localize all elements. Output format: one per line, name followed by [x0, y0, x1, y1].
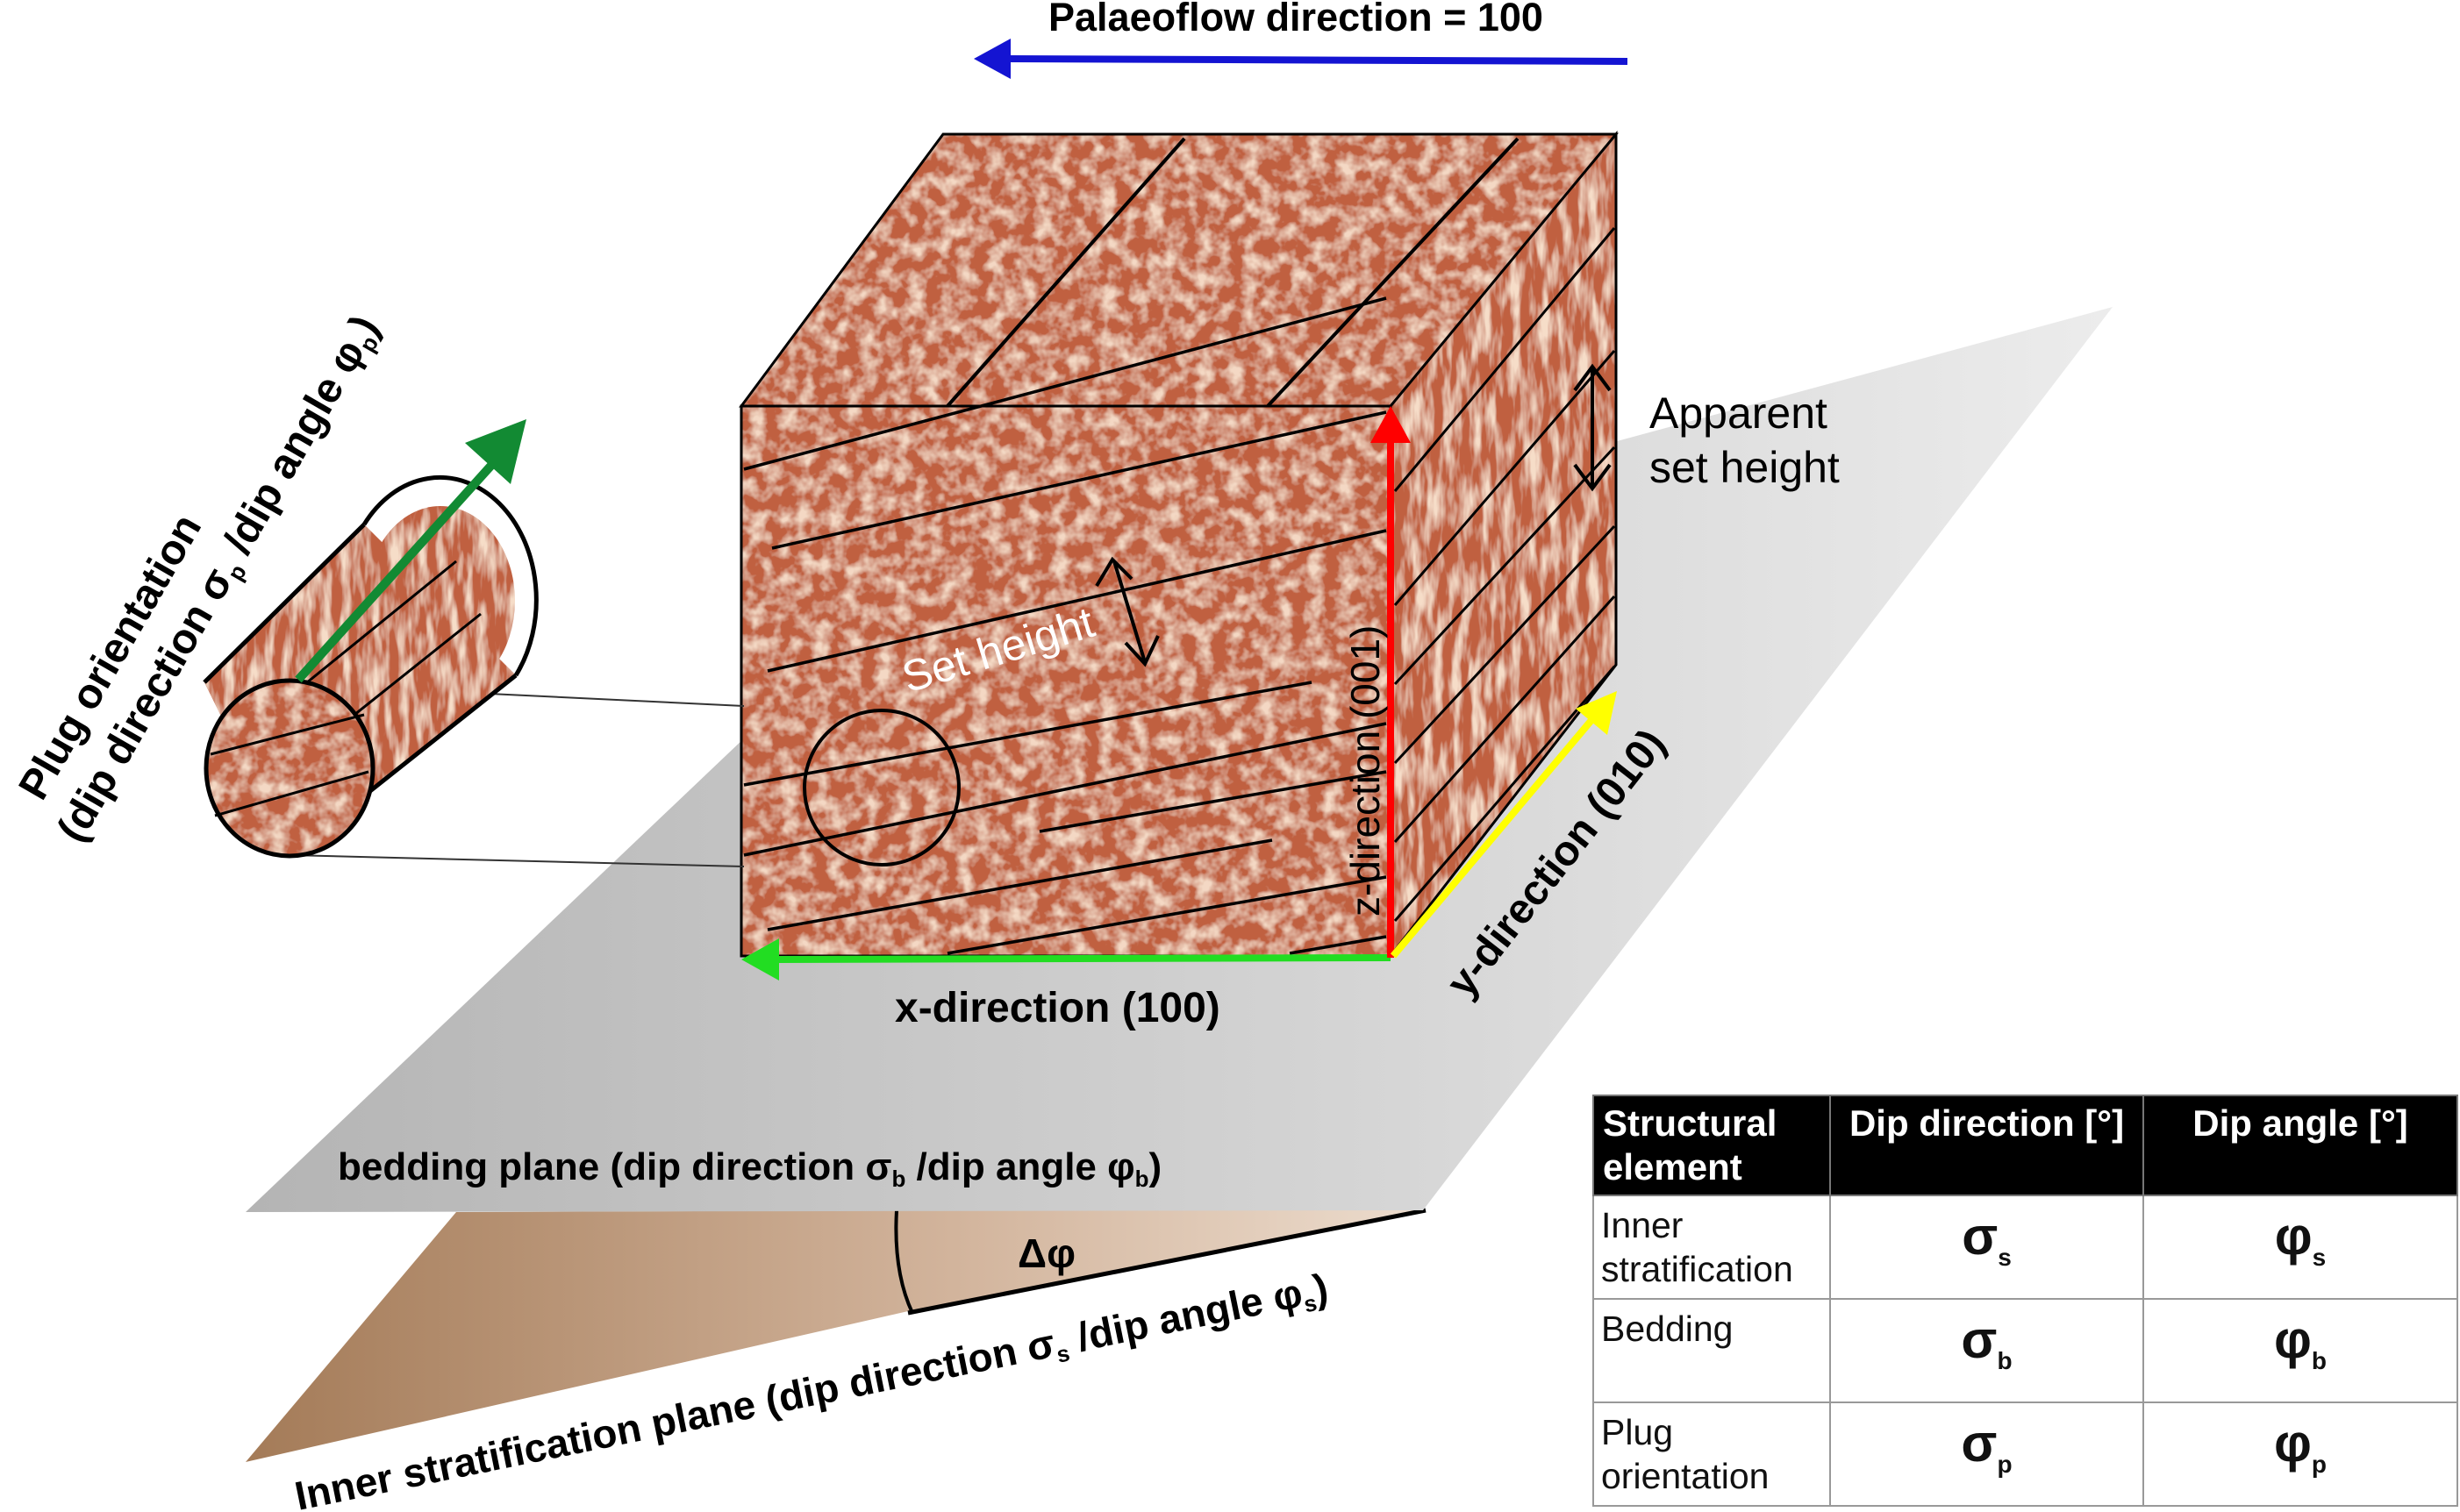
y-direction-arrow — [1390, 691, 1617, 959]
delta-phi-label: Δφ — [1018, 1230, 1076, 1276]
apparent-set-height-label-2: set height — [1649, 443, 1840, 492]
header-dip-angle: Dip angle [°] — [2142, 1095, 2458, 1196]
header-dip-direction: Dip direction [°] — [1829, 1095, 2144, 1196]
row-dip-angle: φs — [2142, 1195, 2458, 1300]
orientation-table: Structural element Dip direction [°] Dip… — [1592, 1095, 2458, 1507]
delta-phi-angle-arc — [894, 1209, 914, 1314]
row-element: Plug orientation — [1592, 1401, 1831, 1507]
row-dip-direction: σs — [1829, 1195, 2144, 1300]
palaeoflow-label: Palaeoflow direction = 100 — [1048, 0, 1543, 39]
table-header-row: Structural element Dip direction [°] Dip… — [1592, 1095, 2458, 1196]
bedding-plane-label: bedding plane (dip direction σb /dip ang… — [338, 1145, 1162, 1192]
table-row: Bedding σb φb — [1592, 1298, 2458, 1403]
set-height-arrow — [1095, 556, 1160, 667]
row-dip-angle: φb — [2142, 1298, 2458, 1403]
row-element: Inner stratification — [1592, 1195, 1831, 1300]
block-top-face — [739, 132, 1619, 408]
plug-cylinder — [203, 474, 539, 859]
z-direction-arrow — [1370, 406, 1411, 958]
row-dip-angle: φp — [2142, 1401, 2458, 1507]
block-side-face — [1389, 130, 1618, 960]
z-direction-label: z-direction (001) — [1342, 625, 1388, 916]
plug-orientation-arrow — [295, 419, 526, 683]
apparent-set-height-label-1: Apparent — [1649, 389, 1827, 438]
row-dip-direction: σp — [1829, 1401, 2144, 1507]
x-direction-label: x-direction (100) — [895, 985, 1220, 1031]
inner-stratification-plane — [246, 1209, 1426, 1462]
table-row: Inner stratification σs φs — [1592, 1195, 2458, 1300]
row-element: Bedding — [1592, 1298, 1831, 1403]
plug-footprint-circle — [803, 709, 961, 867]
header-structural-element: Structural element — [1592, 1095, 1831, 1196]
row-dip-direction: σb — [1829, 1298, 2144, 1403]
apparent-set-height-arrow — [1573, 363, 1612, 492]
block-front-face — [740, 296, 1392, 958]
table-row: Plug orientation σp φp — [1592, 1401, 2458, 1507]
palaeoflow-arrow — [974, 39, 1628, 79]
x-direction-arrow — [741, 938, 1391, 981]
